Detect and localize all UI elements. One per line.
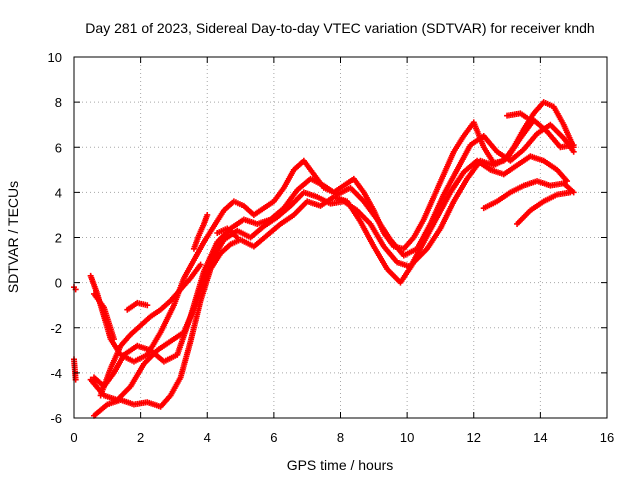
data-point (144, 302, 151, 309)
data-points (71, 99, 577, 419)
series-track-14 (71, 356, 79, 383)
y-tick-label: 0 (55, 276, 62, 291)
y-axis-label: SDTVAR / TECUs (5, 181, 21, 293)
y-tick-labels: -6 -4 -2 0 2 4 6 8 10 (48, 50, 62, 426)
series-track-13 (71, 284, 79, 293)
series-track-7 (190, 211, 211, 252)
series-track-12 (504, 110, 531, 121)
data-point (570, 141, 577, 148)
x-tick-label: 4 (204, 430, 211, 445)
series-track-6 (124, 299, 151, 313)
chart-title: Day 281 of 2023, Sidereal Day-to-day VTE… (85, 20, 594, 36)
x-axis-label: GPS time / hours (287, 457, 394, 473)
y-tick-label: 2 (55, 231, 62, 246)
series-track-8 (90, 290, 117, 343)
x-tick-label: 8 (337, 430, 344, 445)
data-point (204, 211, 211, 218)
x-tick-label: 6 (270, 430, 277, 445)
y-tick-label: -4 (50, 366, 62, 381)
data-point (234, 234, 241, 241)
series-track-11 (514, 189, 574, 227)
x-tick-label: 2 (137, 430, 144, 445)
data-point (567, 189, 574, 196)
y-tick-label: 8 (55, 95, 62, 110)
series-track-5 (97, 261, 204, 399)
x-tick-label: 16 (600, 430, 614, 445)
grid (74, 57, 607, 418)
series-track-9 (214, 225, 241, 241)
x-tick-labels: 0 2 4 6 8 10 12 14 16 (70, 430, 614, 445)
data-point (197, 261, 204, 268)
x-tick-label: 10 (400, 430, 414, 445)
y-tick-label: 10 (48, 50, 62, 65)
x-tick-label: 0 (70, 430, 77, 445)
y-tick-label: -6 (50, 411, 62, 426)
x-tick-label: 14 (533, 430, 547, 445)
series-track-1 (87, 99, 577, 365)
data-point (110, 336, 117, 343)
x-tick-label: 12 (467, 430, 481, 445)
data-point (524, 114, 531, 121)
y-tick-label: 6 (55, 140, 62, 155)
ticks (73, 56, 608, 419)
y-tick-label: -2 (50, 321, 62, 336)
data-point (570, 148, 577, 155)
series-track-10 (480, 178, 577, 212)
y-tick-label: 4 (55, 185, 62, 200)
series-track-4 (90, 117, 577, 419)
